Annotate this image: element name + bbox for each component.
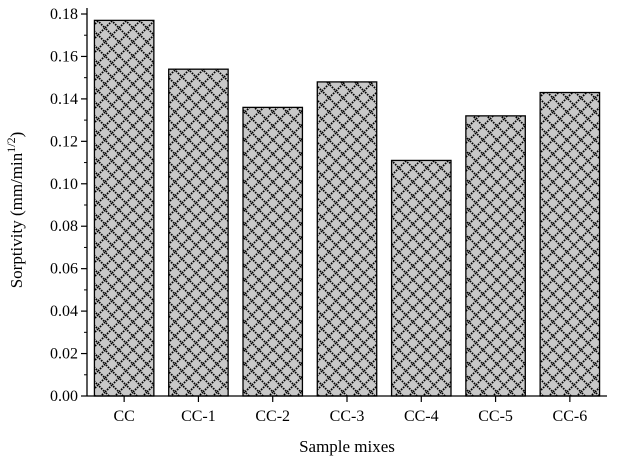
bar-cc-4: [390, 159, 452, 397]
y-tick-label: 0.02: [50, 346, 78, 363]
bars-layer: [93, 19, 601, 397]
x-tick-label: CC: [113, 408, 134, 425]
y-tick-label: 0.14: [50, 91, 78, 108]
bar-cc-3: [316, 81, 378, 397]
y-axis: 0.00 0.02 0.04 0.06 0.08 0.10 0.12 0.14 0.16 0.18: [50, 6, 88, 405]
bar-cc-2: [242, 106, 304, 397]
bar-cc-5: [465, 115, 526, 397]
y-tick-label: 0.06: [50, 261, 78, 278]
x-axis-title: Sample mixes: [299, 437, 395, 456]
y-tick-label: 0.00: [50, 388, 78, 405]
y-tick-label: 0.12: [50, 133, 78, 150]
x-axis: CC CC-1 CC-2 CC-3 CC-4 CC-5 CC-6: [87, 395, 607, 425]
y-tick-label: 0.18: [50, 6, 78, 23]
x-tick-label: CC-1: [181, 408, 216, 425]
y-axis-title-superscript: 1/2: [4, 137, 18, 152]
y-axis-title-close: ): [7, 132, 26, 138]
bar-cc-1: [168, 68, 229, 397]
y-axis-title: Sorptivity (mm/min1/2): [4, 132, 26, 289]
y-tick-label: 0.16: [50, 48, 78, 65]
bar-cc-6: [539, 91, 601, 397]
x-tick-label: CC-6: [553, 408, 588, 425]
y-axis-title-main: Sorptivity (mm/min: [7, 152, 26, 288]
y-tick-label: 0.08: [50, 218, 78, 235]
x-tick-label: CC-3: [330, 408, 365, 425]
bar-cc: [93, 19, 155, 397]
x-tick-label: CC-5: [478, 408, 513, 425]
x-tick-label: CC-4: [404, 408, 439, 425]
x-tick-label: CC-2: [255, 408, 290, 425]
y-tick-label: 0.04: [50, 303, 78, 320]
y-tick-label: 0.10: [50, 176, 78, 193]
